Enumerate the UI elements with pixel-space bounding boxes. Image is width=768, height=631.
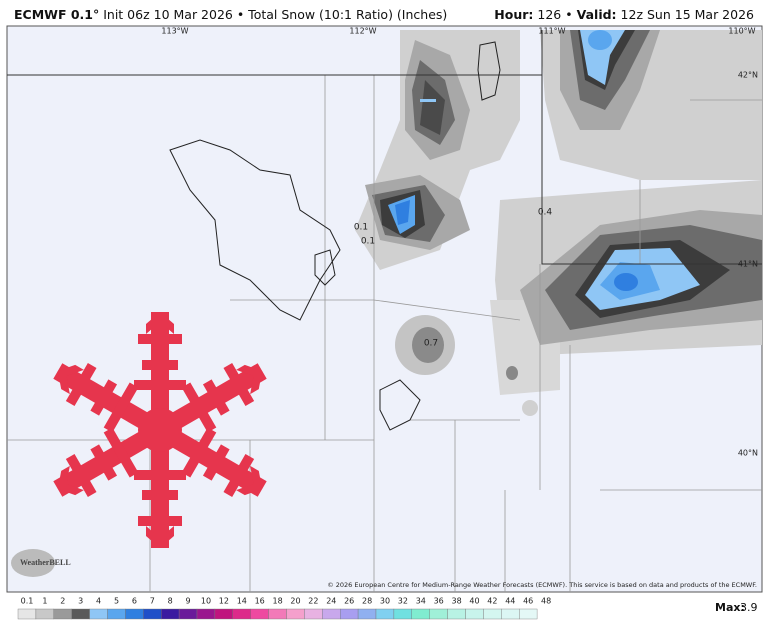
header-left: ECMWF 0.1° Init 06z 10 Mar 2026 • Total … xyxy=(14,7,447,22)
latitude-label: 42°N xyxy=(738,71,758,80)
logo: WeatherBELL xyxy=(20,558,71,567)
colorbar-swatch xyxy=(71,608,90,620)
colorbar-label: 40 xyxy=(469,597,479,606)
colorbar-label: 14 xyxy=(237,597,247,606)
longitude-label: 113°W xyxy=(161,27,188,36)
colorbar-swatch xyxy=(447,608,466,620)
colorbar-label: 22 xyxy=(308,597,318,606)
max-value: 3.9 xyxy=(740,601,758,614)
colorbar-swatch xyxy=(375,608,395,620)
colorbar-swatch xyxy=(286,608,305,620)
colorbar-label: 46 xyxy=(523,597,533,606)
header-right: Hour: 126 • Valid: 12z Sun 15 Mar 2026 xyxy=(494,7,754,22)
colorbar-swatch xyxy=(429,608,448,620)
colorbar-label: 48 xyxy=(541,597,551,606)
colorbar-swatch xyxy=(89,608,108,620)
colorbar-swatch xyxy=(160,608,180,620)
colorbar-label: 6 xyxy=(132,597,137,606)
colorbar-swatch xyxy=(125,608,144,620)
colorbar-label: 34 xyxy=(416,597,426,606)
state-borders xyxy=(7,30,762,265)
longitude-label: 112°W xyxy=(349,27,376,36)
colorbar-label: 44 xyxy=(505,597,515,606)
contour-value-label: 0.4 xyxy=(538,208,553,218)
colorbar-label: 0.1 xyxy=(21,597,34,606)
logo-swirl xyxy=(11,549,55,577)
colorbar-swatch xyxy=(483,608,502,620)
colorbar-swatch xyxy=(322,608,341,620)
hour-label: Hour: xyxy=(494,7,534,22)
contour-value-label: 0.1 xyxy=(361,237,375,247)
colorbar-swatch xyxy=(178,608,198,620)
hour-value: 126 • xyxy=(537,7,573,22)
contour-value-label: 0.7 xyxy=(424,339,438,349)
colorbar-label: 24 xyxy=(326,597,336,606)
contour-value-label: 0.1 xyxy=(354,223,368,233)
latitude-label: 41°N xyxy=(738,260,758,269)
colorbar-swatch xyxy=(519,608,538,620)
latitude-label: 40°N xyxy=(738,449,758,458)
colorbar-swatch xyxy=(268,608,287,620)
snowflake xyxy=(44,312,276,548)
copyright: © 2026 European Centre for Medium-Range … xyxy=(327,581,757,589)
colorbar-label: 32 xyxy=(398,597,408,606)
colorbar-swatch xyxy=(357,608,377,620)
colorbar-swatch xyxy=(501,608,520,620)
colorbar-label: 38 xyxy=(452,597,462,606)
colorbar-label: 10 xyxy=(201,597,211,606)
colorbar-label: 42 xyxy=(487,597,497,606)
colorbar-swatch xyxy=(214,608,233,620)
snow-shading xyxy=(355,30,762,416)
colorbar-label: 36 xyxy=(434,597,444,606)
colorbar-swatch xyxy=(340,608,359,620)
colorbar-label: 18 xyxy=(273,597,283,606)
colorbar-label: 16 xyxy=(255,597,265,606)
colorbar-label: 2 xyxy=(60,597,65,606)
colorbar-swatch xyxy=(465,608,484,620)
colorbar-label: 26 xyxy=(344,597,354,606)
colorbar-label: 7 xyxy=(150,597,155,606)
colorbar-swatch xyxy=(393,608,412,620)
colorbar-label: 3 xyxy=(78,597,83,606)
longitude-label: 111°W xyxy=(538,27,565,36)
colorbar-label: 9 xyxy=(186,597,191,606)
colorbar-label: 8 xyxy=(168,597,173,606)
colorbar-swatch xyxy=(53,608,72,620)
colorbar-swatch xyxy=(143,608,162,620)
colorbar-swatch xyxy=(250,608,269,620)
lakes xyxy=(169,41,501,431)
colorbar-label: 30 xyxy=(380,597,390,606)
valid-value: 12z Sun 15 Mar 2026 xyxy=(620,7,754,22)
colorbar-swatch xyxy=(304,608,323,620)
colorbar-swatch xyxy=(35,608,55,620)
colorbar-label: 20 xyxy=(290,597,300,606)
model-name: ECMWF 0.1° xyxy=(14,7,100,22)
max-label: Max: xyxy=(715,601,745,614)
colorbar-swatch xyxy=(107,608,126,620)
colorbar-swatch xyxy=(411,608,430,620)
valid-label: Valid: xyxy=(576,7,617,22)
colorbar-label: 28 xyxy=(362,597,372,606)
colorbar-swatch xyxy=(196,608,216,620)
colorbar-label: 4 xyxy=(96,597,101,606)
colorbar-label: 5 xyxy=(114,597,119,606)
colorbar-swatch xyxy=(17,608,37,620)
colorbar-label: 1 xyxy=(42,597,47,606)
colorbar-swatch xyxy=(232,608,251,620)
longitude-label: 110°W xyxy=(728,27,755,36)
colorbar-label: 12 xyxy=(219,597,229,606)
description: Init 06z 10 Mar 2026 • Total Snow (10:1 … xyxy=(103,7,448,22)
